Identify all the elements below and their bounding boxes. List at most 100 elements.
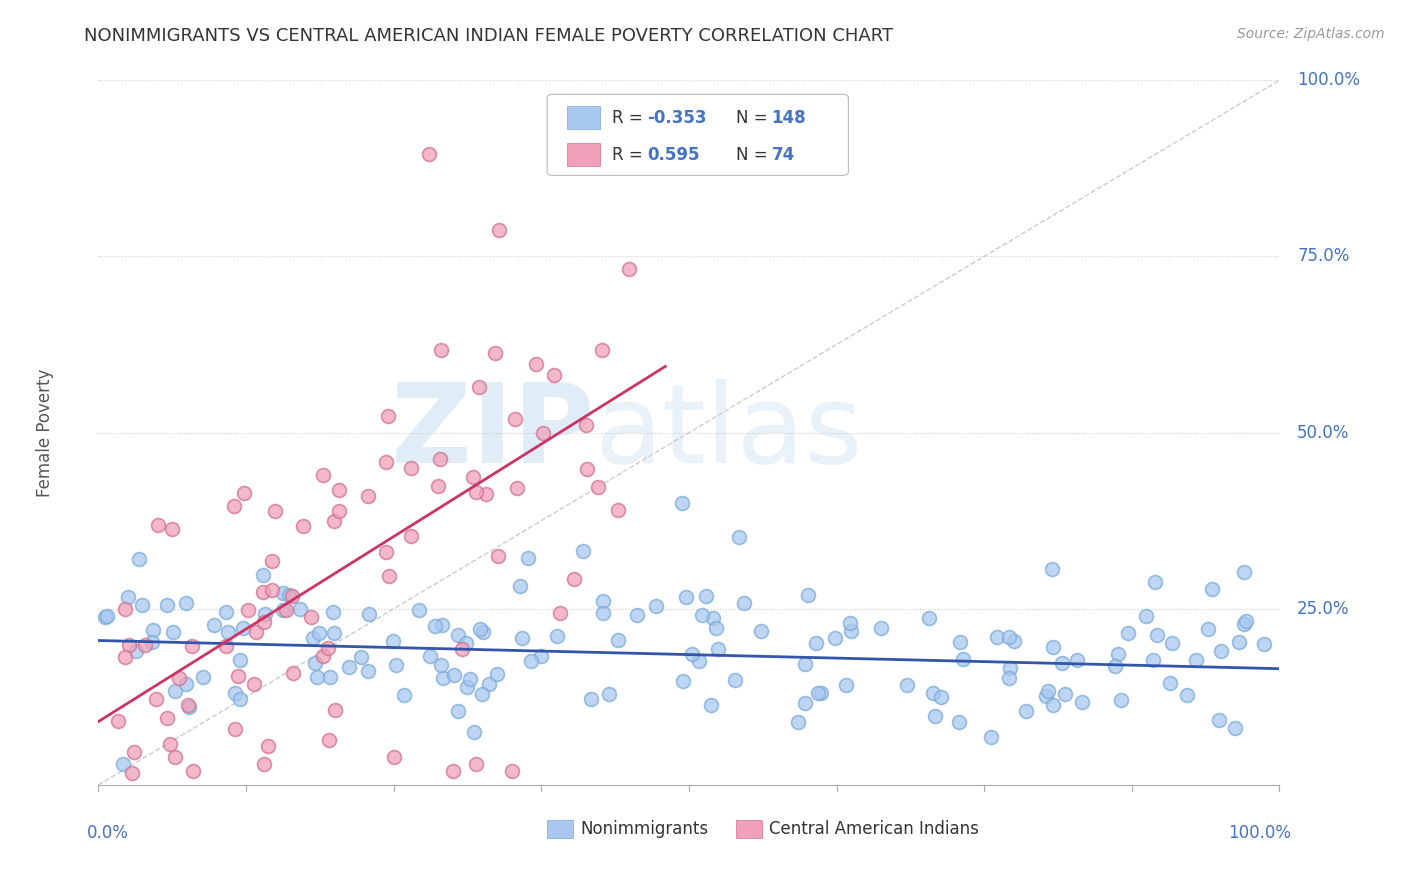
Point [176,677,198,691]
Point [156,598,179,612]
Point [1000,661,1022,675]
Point [1135,609,1157,624]
Point [381,633,404,648]
Point [724,673,747,687]
Point [924,709,946,723]
Point [598,687,620,701]
Point [226,669,249,683]
Point [243,677,266,691]
Point [312,649,335,664]
Point [232,486,254,500]
Point [159,737,181,751]
Point [690,607,713,622]
Point [328,504,350,518]
Point [998,671,1021,685]
Point [134,638,156,652]
Point [122,745,145,759]
Point [429,658,451,673]
Point [356,665,378,679]
Point [430,343,453,358]
Point [733,596,755,610]
Point [236,603,259,617]
Text: 148: 148 [772,109,806,127]
Point [606,502,628,516]
Text: Central American Indians: Central American Indians [769,821,979,838]
Point [322,606,344,620]
Point [419,649,441,664]
Point [1142,653,1164,667]
Point [688,654,710,668]
Point [1104,659,1126,673]
Text: ZIP: ZIP [391,379,595,486]
Point [1070,695,1092,709]
Point [949,635,972,649]
Point [1175,688,1198,702]
Text: 74: 74 [772,145,794,163]
Point [486,667,509,681]
Point [257,739,280,754]
Point [441,764,464,778]
Point [271,602,294,616]
Point [1232,616,1254,631]
Point [1002,634,1025,648]
Point [824,632,846,646]
Point [787,714,810,729]
Text: R =: R = [612,145,648,163]
Point [531,425,554,440]
Point [277,589,299,603]
Point [162,522,184,536]
Point [156,710,179,724]
Point [516,550,538,565]
Point [447,628,470,642]
Point [458,672,481,686]
Point [263,504,285,518]
Point [107,714,129,728]
Point [418,147,440,161]
Point [128,552,150,566]
Point [1066,653,1088,667]
Point [475,487,498,501]
Text: N =: N = [737,109,773,127]
Point [503,411,526,425]
Point [486,549,509,563]
Point [695,589,717,603]
Point [401,461,423,475]
Bar [737,821,762,838]
Point [429,451,451,466]
Point [215,606,238,620]
Point [548,606,571,620]
Point [146,517,169,532]
Point [215,640,238,654]
Point [378,569,401,583]
Point [165,749,187,764]
Point [165,684,187,698]
Text: N =: N = [737,145,773,163]
Point [626,608,648,623]
Point [94,610,117,624]
Point [217,625,239,640]
Point [1146,628,1168,642]
Point [145,691,167,706]
Point [1042,698,1064,713]
Point [922,686,945,700]
Point [356,489,378,503]
Point [749,624,772,638]
Point [841,624,863,639]
Text: 25.0%: 25.0% [1298,599,1350,618]
Point [281,590,304,604]
Point [1227,635,1250,649]
Point [607,632,630,647]
Point [501,764,523,778]
Point [810,686,832,700]
Point [1042,640,1064,655]
Point [111,756,134,771]
Point [617,262,640,277]
Text: 0.595: 0.595 [648,145,700,163]
Point [167,671,190,685]
Text: R =: R = [612,109,648,127]
Text: Female Poverty: Female Poverty [37,368,55,497]
Point [464,484,486,499]
Point [704,621,727,635]
Point [224,686,246,700]
Point [509,578,531,592]
